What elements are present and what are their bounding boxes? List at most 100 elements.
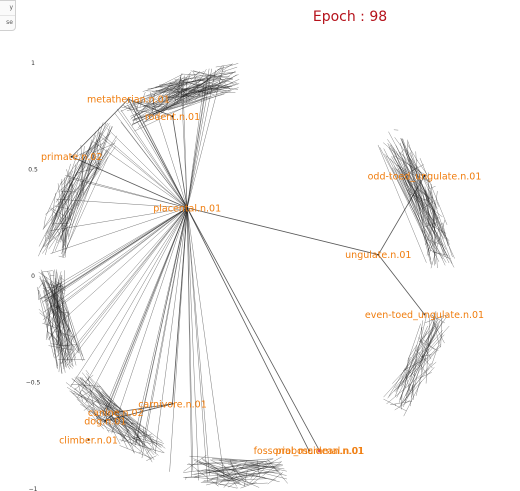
edge-line [228,464,287,480]
edge-line [134,96,207,132]
edge-line [219,459,237,487]
edge-line [204,74,237,97]
edge-line [223,478,246,487]
edge-line [82,389,143,435]
edge-line [222,84,231,90]
edge-line [59,299,70,315]
edge-line [390,144,450,264]
edge-line [180,75,188,208]
node-layer [70,98,426,453]
edge-line [402,166,419,181]
edge-line [406,150,441,225]
edge-line [418,317,444,343]
edge-line [427,238,441,251]
edge-line [155,87,205,91]
edge-line [58,255,65,258]
edge-line [401,315,436,386]
edge-line [403,381,422,417]
edge-line [240,482,257,489]
edge-line [425,318,438,343]
edge-line [267,472,284,485]
edge-line [410,164,432,265]
node-label: ungulate.n.01 [345,250,411,261]
edge-line [146,455,157,461]
edge-line [141,207,188,459]
edge-line [111,207,188,434]
edge-line [387,142,446,266]
edge-line [116,108,188,208]
edge-line [255,464,271,476]
edge-line [390,400,413,406]
edge-line [54,153,82,230]
edge-line [202,467,264,483]
edge-line [211,459,238,461]
edge-line [379,147,420,222]
edge-line [221,66,238,73]
control-button[interactable]: y [0,1,15,16]
edge-line [51,283,62,291]
node-point [377,253,380,256]
edge-line [394,357,411,397]
edge-line [64,301,85,361]
edge-line [77,207,188,398]
edge-line [69,178,188,209]
edge-line [50,207,188,254]
edge-line [442,222,449,246]
edge-line [244,482,268,485]
edge-line [51,192,56,221]
edge-line [60,207,188,364]
edge-line [407,141,436,226]
edge-line [136,79,202,116]
edge-line [423,226,447,263]
edge-line [75,142,105,157]
edge-line [427,185,436,190]
edge-line [56,229,66,248]
edge-line [121,106,151,113]
edge-line [113,402,115,408]
edge-line [187,207,379,256]
edge-line [165,95,201,98]
edge-line [71,162,101,227]
y-tick-label: 1 [31,60,35,67]
edge-line [172,207,188,404]
edge-line [383,148,434,246]
edge-line [390,158,431,234]
edge-line [215,64,233,68]
edge-line [219,71,236,75]
edge-line [49,207,188,232]
edge-line [420,350,437,371]
node-point [70,155,73,158]
edge-line [133,83,240,121]
edge-line [424,314,446,324]
edge-line [52,337,71,370]
edge-line [105,412,117,422]
edge-line [78,384,83,402]
control-button[interactable]: se [6,19,13,26]
edge-line [76,149,108,210]
edge-line [121,414,162,448]
edge-line [412,192,432,265]
edge-line [400,325,439,406]
edge-line [220,475,254,483]
edge-line [226,472,270,480]
edge-line [107,128,188,209]
edge-line [430,191,434,221]
edge-line [430,219,446,269]
edge-line [385,155,430,248]
edge-line [420,320,424,331]
edge-line [402,357,427,371]
node-point [423,174,426,177]
edge-line [219,482,239,485]
edge-line [394,400,410,411]
edge-line [45,181,63,217]
edge-line [102,391,118,412]
edge-line [437,202,439,207]
edge-line [388,334,445,397]
edge-line [56,305,67,368]
edge-line [431,314,445,324]
edge-line [426,222,447,234]
edge-line [81,377,126,441]
edge-line [74,374,94,391]
node-point [104,419,107,422]
edge-line [182,82,188,208]
